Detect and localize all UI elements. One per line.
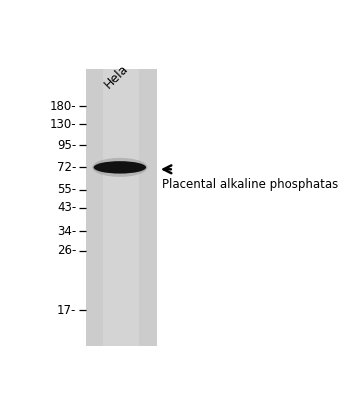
Text: 26-: 26-	[57, 244, 77, 257]
Text: Placental alkaline phosphatase (PLAP): Placental alkaline phosphatase (PLAP)	[162, 179, 339, 192]
Text: 180-: 180-	[50, 100, 77, 113]
Ellipse shape	[92, 158, 147, 177]
Text: 95-: 95-	[57, 139, 77, 152]
Ellipse shape	[94, 161, 146, 173]
Bar	[103, 69, 139, 346]
Text: Hela: Hela	[102, 62, 131, 91]
Text: 34-: 34-	[57, 225, 77, 238]
Text: 17-: 17-	[57, 304, 77, 317]
Text: 43-: 43-	[57, 201, 77, 214]
Text: 55-: 55-	[57, 183, 77, 196]
Text: 130-: 130-	[50, 118, 77, 131]
Bar	[86, 69, 157, 346]
Text: 72-: 72-	[57, 161, 77, 174]
